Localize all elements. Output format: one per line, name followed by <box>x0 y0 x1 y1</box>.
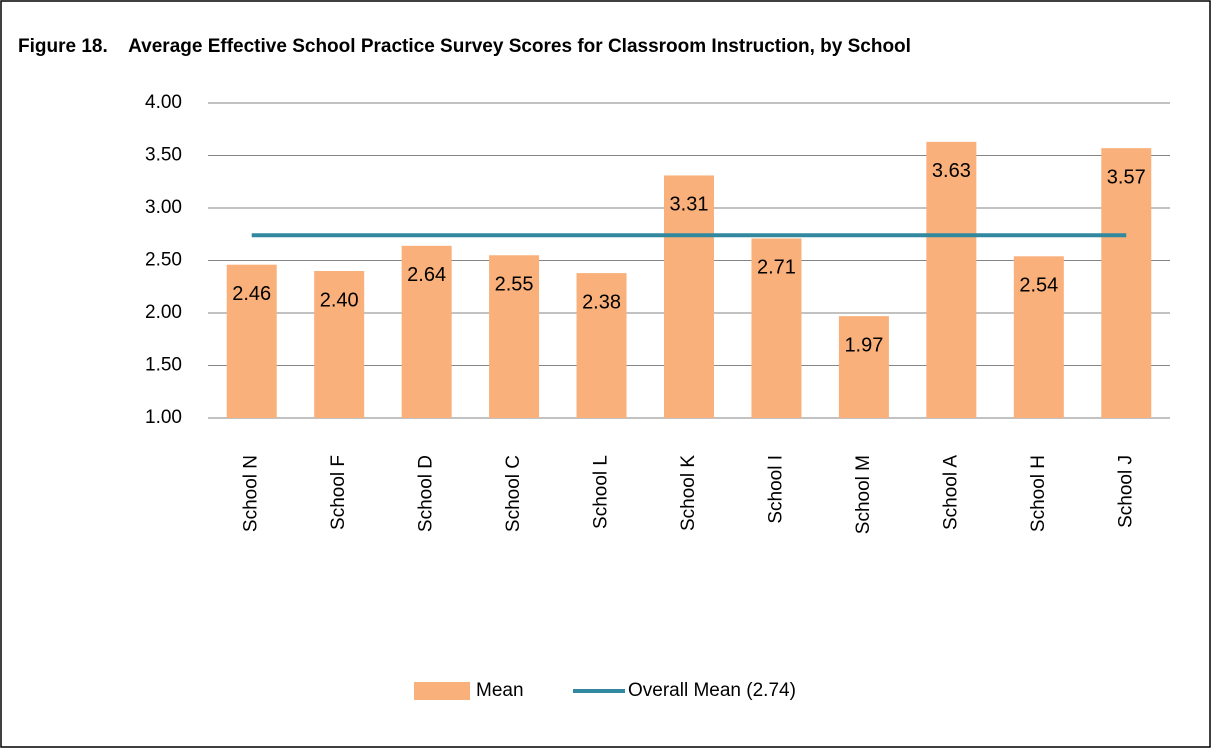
y-tick-label: 4.00 <box>145 92 182 113</box>
x-tick-label: School I <box>765 455 786 524</box>
x-tick-label: School H <box>1028 455 1049 532</box>
value-label: 2.64 <box>407 264 446 286</box>
y-tick-label: 3.50 <box>145 145 182 166</box>
bar <box>926 141 977 418</box>
value-label: 2.40 <box>320 289 359 311</box>
x-tick-label: School K <box>678 455 699 531</box>
value-label: 3.63 <box>932 160 971 182</box>
legend-swatch <box>414 682 470 700</box>
bar <box>664 175 714 418</box>
value-label: 2.71 <box>757 257 796 279</box>
bar <box>489 255 540 418</box>
x-tick-label: School A <box>940 455 961 530</box>
bar <box>1101 148 1152 418</box>
value-label: 3.31 <box>670 194 709 216</box>
bar <box>751 238 802 418</box>
value-label: 1.97 <box>844 334 883 356</box>
bar <box>1013 256 1064 418</box>
x-tick-label: School N <box>241 455 262 532</box>
x-tick-label: School D <box>416 455 437 532</box>
x-tick-label: School C <box>503 455 524 532</box>
value-label: 2.38 <box>582 291 621 313</box>
x-tick-label: School F <box>328 455 349 530</box>
value-label: 2.54 <box>1019 275 1058 297</box>
x-tick-label: School M <box>853 455 874 534</box>
bar <box>401 245 452 418</box>
x-tick-label: School J <box>1115 455 1136 528</box>
value-label: 2.46 <box>232 283 271 305</box>
y-tick-label: 2.50 <box>145 250 182 271</box>
bar <box>226 264 277 418</box>
legend-label: Mean <box>476 680 524 701</box>
bar <box>838 316 889 418</box>
x-tick-label: School L <box>591 455 612 529</box>
bar <box>314 271 365 418</box>
legend-label: Overall Mean (2.74) <box>628 680 796 701</box>
y-tick-label: 3.00 <box>145 197 182 218</box>
y-tick-label: 1.00 <box>145 407 182 428</box>
bar <box>576 273 627 418</box>
y-tick-label: 1.50 <box>145 355 182 376</box>
y-tick-label: 2.00 <box>145 302 182 323</box>
chart-title: Figure 18. Average Effective School Prac… <box>18 36 911 57</box>
value-label: 3.57 <box>1107 166 1146 188</box>
value-label: 2.55 <box>495 274 534 296</box>
